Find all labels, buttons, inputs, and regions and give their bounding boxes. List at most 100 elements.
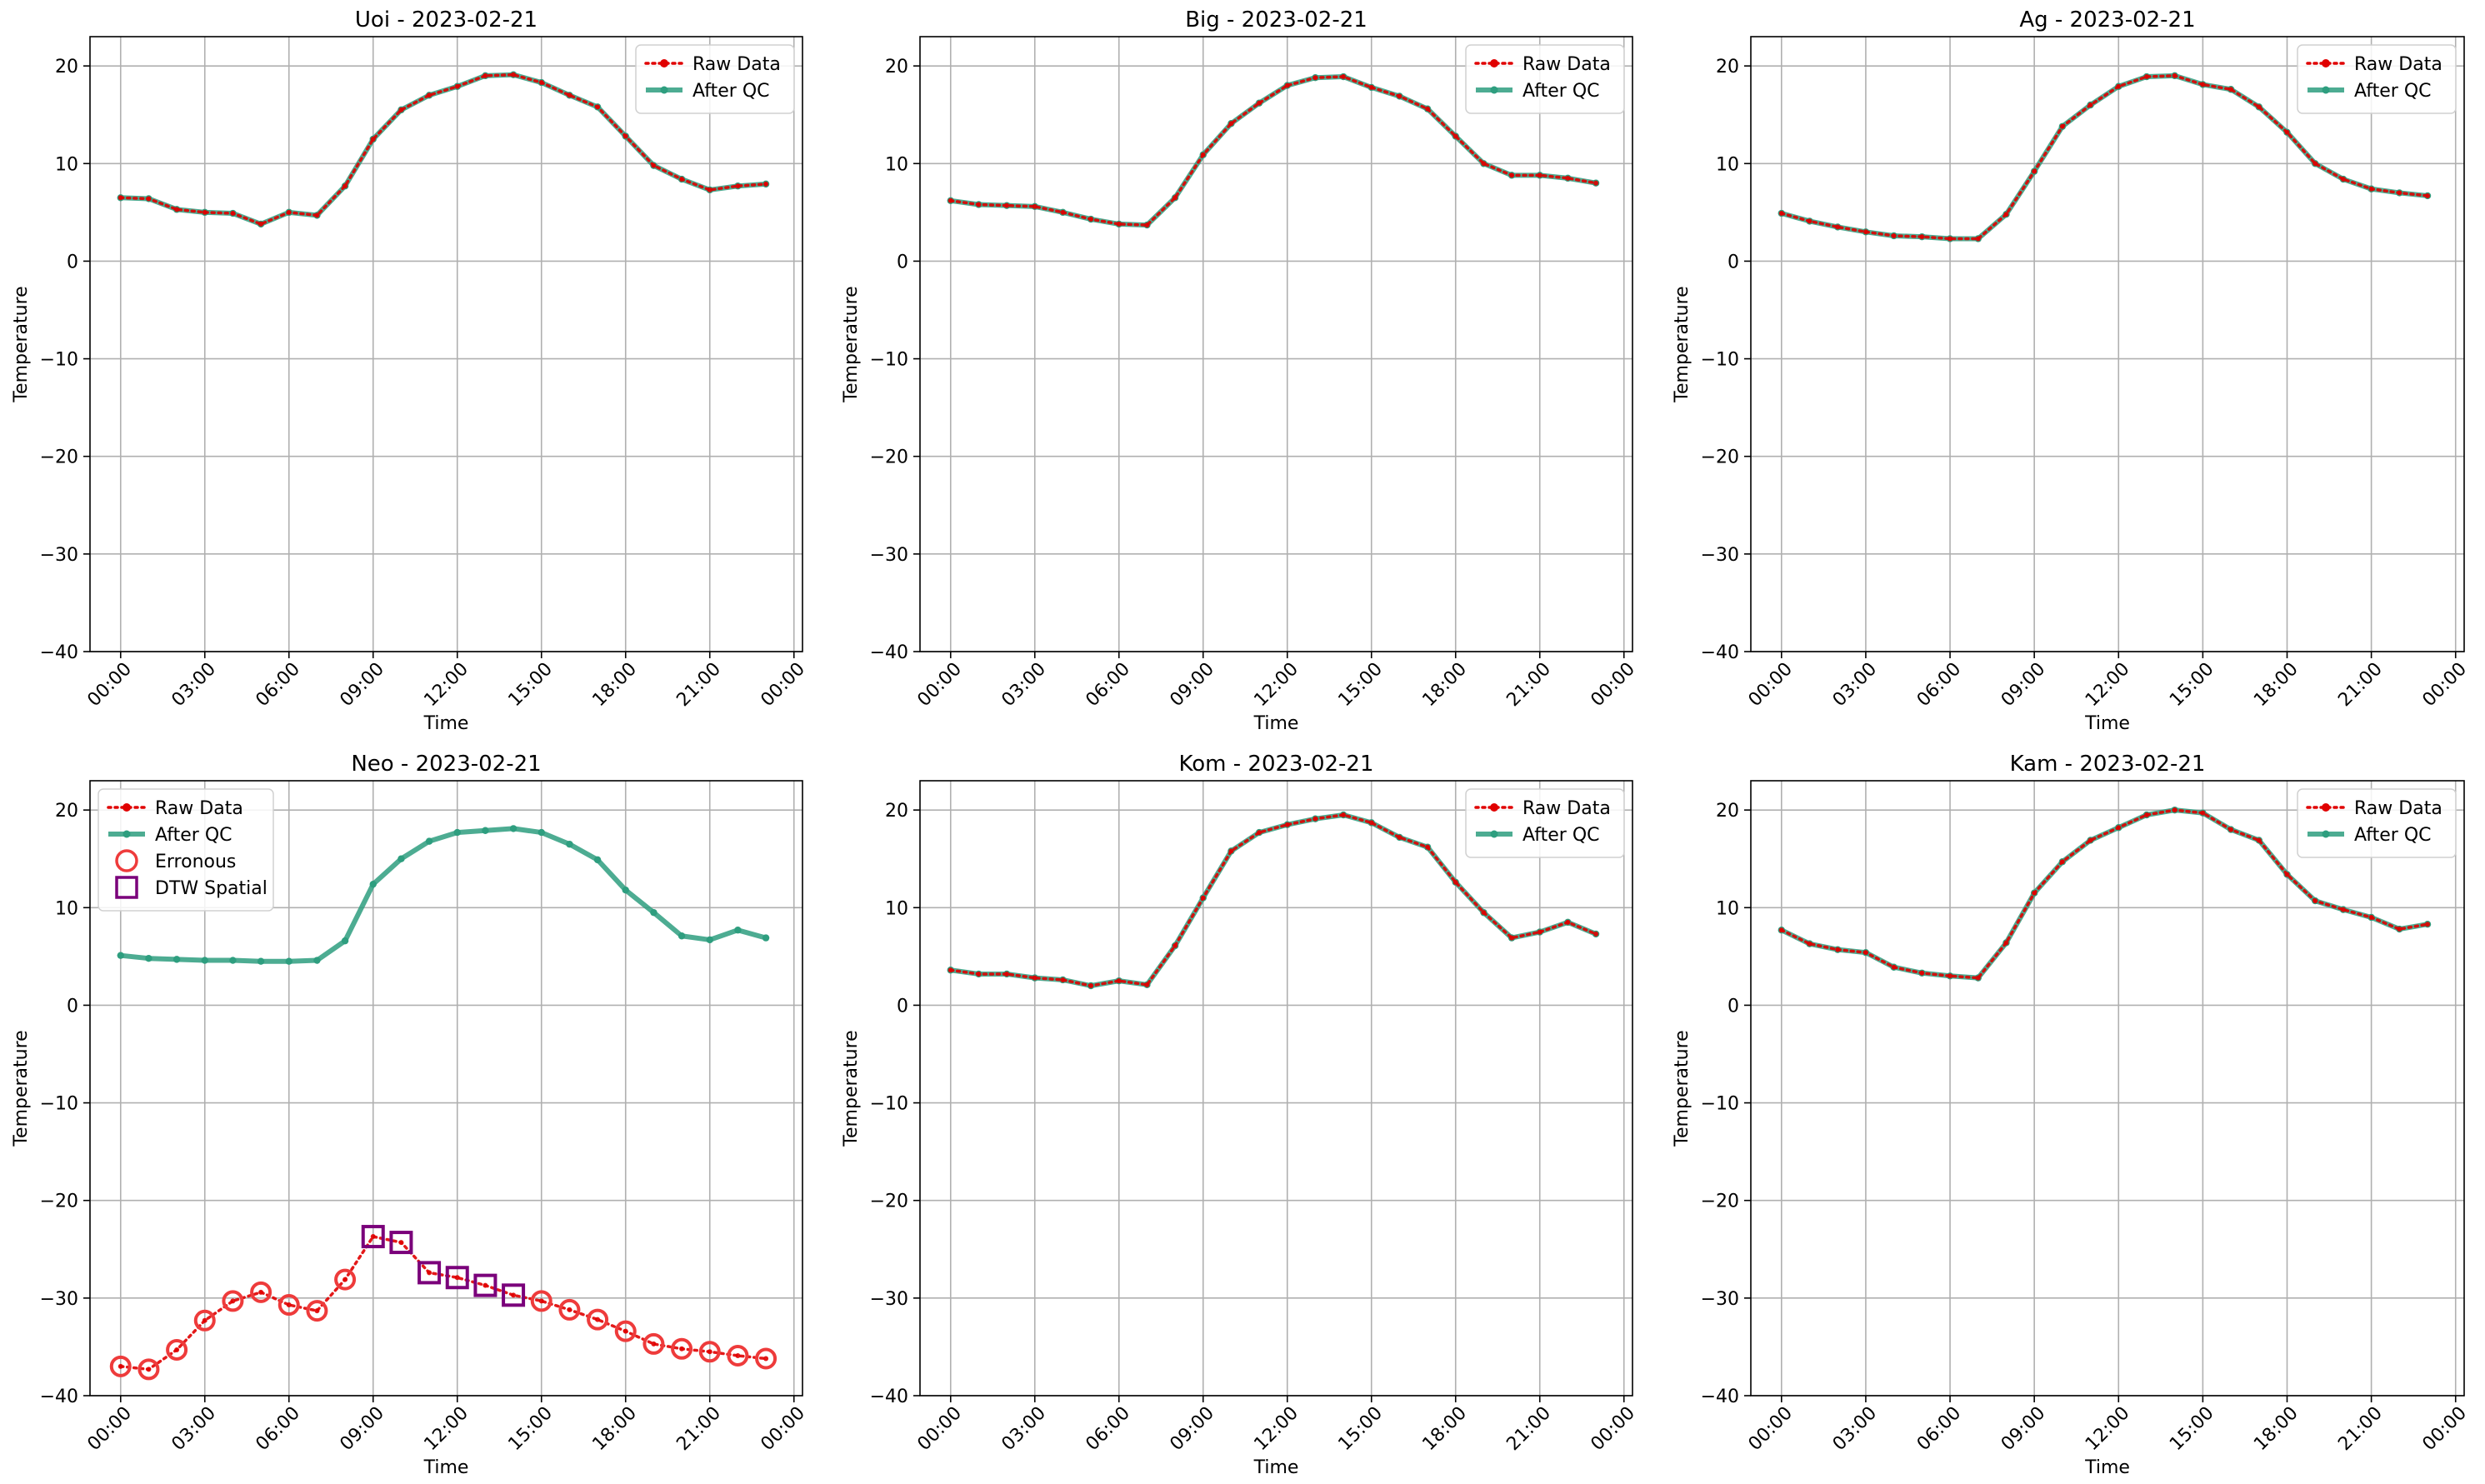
y-tick-label: −40 [40,642,78,663]
data-point-raw [1032,975,1038,981]
dtw-spatial-marker [445,1266,469,1290]
x-tick-label: 21:00 [1502,659,1555,712]
data-point-raw [2059,859,2065,865]
x-tick-label: 21:00 [672,659,725,712]
data-point-raw [1088,983,1094,988]
y-tick-label: 0 [67,252,78,272]
data-point-after-qc [509,825,518,832]
legend-marker-after-qc [122,830,131,838]
chart-title: Uoi - 2023-02-21 [355,7,538,32]
axes-frame [919,780,1633,1397]
legend-label: Erronous [155,852,236,872]
legend-marker-raw-data [122,803,131,812]
legend-label: Raw Data [2354,798,2442,819]
data-point-raw [511,72,517,77]
legend-marker-after-qc [1490,86,1498,94]
erronous-marker [334,1268,357,1291]
data-point-raw [1172,942,1178,948]
y-tick-label: 10 [885,154,908,175]
data-point-raw [482,72,488,78]
erronous-marker [166,1338,188,1361]
legend-marker-after-qc [2322,830,2330,838]
data-point-raw [1919,234,1925,240]
erronous-marker [698,1341,721,1363]
x-tick-label: 00:00 [1587,659,1639,712]
data-point-raw [2256,104,2262,110]
legend-label: Raw Data [1522,54,1611,75]
data-point-raw [1284,82,1290,88]
data-point-raw [948,967,953,973]
data-point-raw [1593,931,1599,937]
data-point-raw [1537,172,1542,178]
data-point-raw [2088,837,2093,843]
data-point-raw [679,1346,685,1352]
data-point-after-qc [538,828,545,837]
data-point-raw [2088,102,2093,107]
data-point-raw [427,92,432,98]
x-tick-label: 18:00 [1418,659,1471,712]
data-point-raw [538,80,544,86]
legend-marker-raw-data [1490,59,1498,67]
data-point-after-qc [257,957,265,965]
erronous-marker [109,1355,132,1377]
data-point-raw [1452,879,1458,885]
x-tick-label: 21:00 [1502,1403,1555,1456]
y-tick-label: −30 [870,1289,908,1310]
data-point-raw [2228,87,2234,92]
data-point-after-qc [172,956,181,963]
x-tick-label: 15:00 [1334,1403,1387,1456]
data-point-raw [1200,152,1206,157]
data-point-raw [202,209,208,215]
data-point-after-qc [678,932,686,940]
erronous-marker [306,1300,328,1322]
x-tick-label: 03:00 [998,1403,1050,1456]
x-tick-label: 03:00 [1829,659,1882,712]
data-point-after-qc [425,837,433,845]
data-point-raw [707,1349,712,1355]
series-line-raw-data [1780,74,2429,241]
data-point-raw [2116,83,2122,89]
data-point-raw [1088,217,1094,222]
data-point-raw [2312,161,2318,167]
dtw-spatial-marker [418,1261,442,1285]
legend: Raw Data After QC [1465,788,1625,858]
legend-marker-after-qc [1490,830,1498,838]
x-tick-label: 03:00 [168,659,220,712]
data-point-raw [1919,970,1925,976]
data-point-raw [2368,186,2374,192]
y-tick-label: 10 [885,898,908,919]
x-axis-label: Time [2084,1457,2130,1478]
x-tick-label: 15:00 [2166,659,2218,712]
erronous-marker [727,1344,749,1367]
y-tick-label: −20 [1701,1192,1739,1212]
erronous-marker [642,1332,665,1355]
data-point-raw [1975,975,1981,981]
y-tick-label: 0 [897,996,908,1017]
legend-label: Raw Data [2354,54,2442,75]
data-point-raw [1341,812,1347,817]
y-tick-label: −10 [1701,1094,1739,1115]
data-point-raw [1835,224,1841,230]
x-tick-label: 00:00 [757,659,809,712]
x-tick-label: 03:00 [998,659,1050,712]
data-point-raw [1397,834,1402,840]
x-axis-label: Time [423,713,469,734]
x-tick-label: 06:00 [1082,659,1134,712]
data-point-raw [1975,236,1981,242]
data-point-raw [342,1277,348,1282]
data-point-raw [2256,837,2262,843]
legend-label: Raw Data [155,798,243,819]
y-axis-label: Temperature [11,1030,32,1147]
legend-marker-raw-data [2322,803,2330,812]
erronous-marker [222,1290,244,1312]
data-point-raw [370,137,376,142]
x-tick-label: 12:00 [420,1403,472,1456]
x-tick-label: 12:00 [420,659,472,712]
y-tick-label: 10 [1716,898,1739,919]
data-point-raw [1341,74,1347,80]
x-tick-label: 21:00 [2334,1403,2387,1456]
x-tick-label: 06:00 [252,659,304,712]
x-tick-label: 06:00 [252,1403,304,1456]
